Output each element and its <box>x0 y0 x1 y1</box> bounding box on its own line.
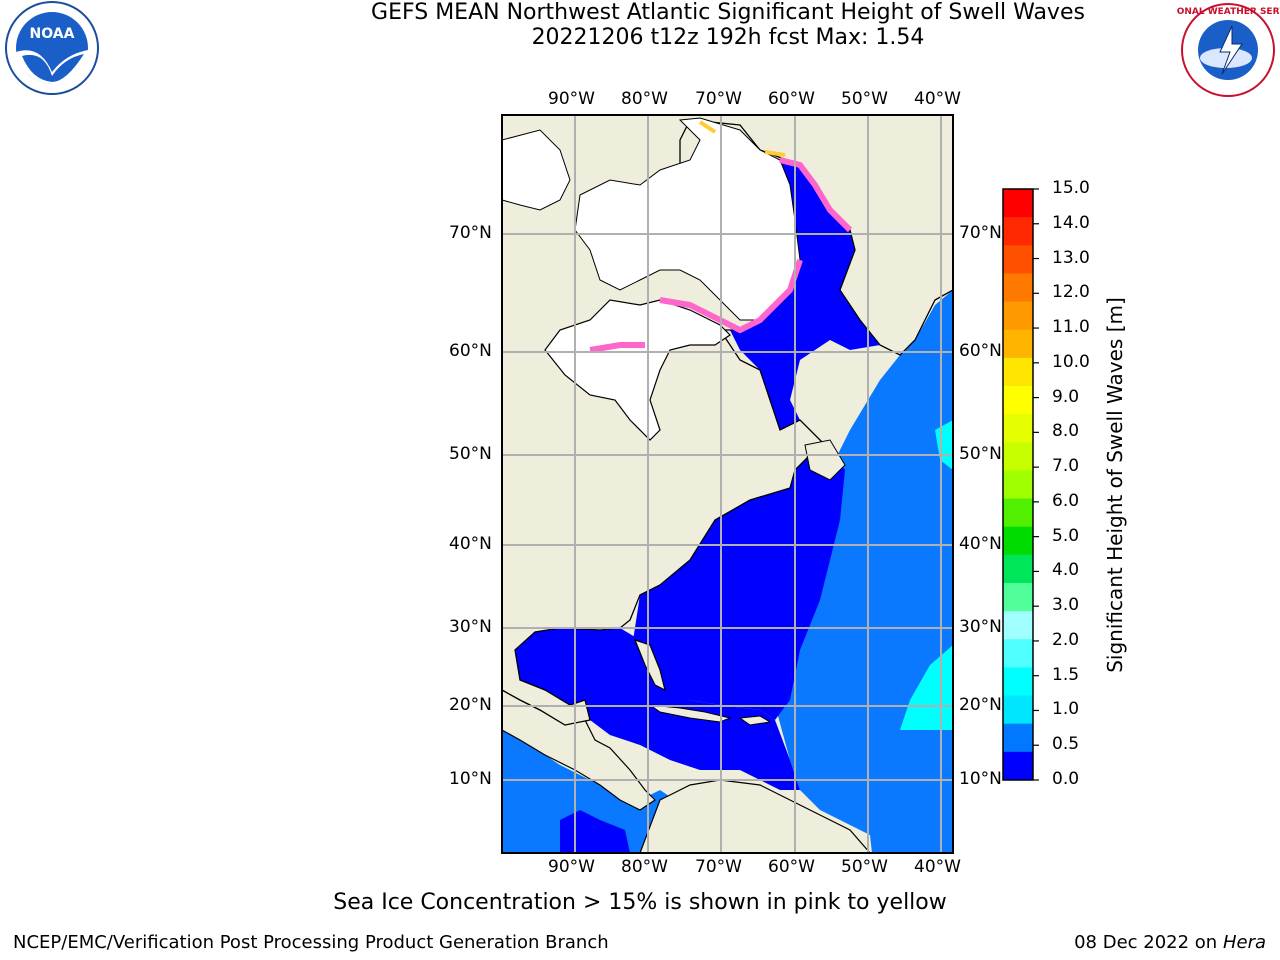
lon-label-bottom-80w: 80°W <box>621 857 668 877</box>
colorbar-segment <box>1003 498 1033 528</box>
colorbar-segment <box>1003 189 1033 218</box>
colorbar-tick-label: 5.0 <box>1052 525 1080 546</box>
colorbar-segment <box>1003 245 1033 274</box>
lon-label-top-40w: 40°W <box>914 89 961 109</box>
cuba <box>648 704 732 723</box>
colorbar-segment <box>1003 470 1033 500</box>
footer-date: 08 Dec 2022 on Hera <box>1074 932 1266 953</box>
lat-label-right-60n: 60°N <box>959 341 1002 361</box>
colorbar-frame <box>1002 188 1034 781</box>
lon-label-bottom-90w: 90°W <box>548 857 595 877</box>
colorbar-tick-label: 3.0 <box>1052 595 1080 616</box>
lat-label-right-40n: 40°N <box>959 534 1002 554</box>
noaa-logo: NOAA <box>5 1 99 95</box>
colorbar-tick-label: 11.0 <box>1052 317 1090 338</box>
nws-logo-text: NATIONAL WEATHER SERVICE <box>1176 7 1280 17</box>
footer-host: Hera <box>1222 932 1266 953</box>
ocean-deep-blue <box>630 450 845 720</box>
colorbar-segment <box>1003 723 1033 753</box>
colorbar <box>1002 188 1039 781</box>
colorbar-segment <box>1003 667 1033 697</box>
colorbar-segment <box>1003 751 1033 781</box>
lon-label-bottom-40w: 40°W <box>914 857 961 877</box>
colorbar-tick-label: 1.5 <box>1052 664 1080 685</box>
lon-label-top-60w: 60°W <box>768 89 815 109</box>
colorbar-segment <box>1003 357 1033 387</box>
lon-label-bottom-60w: 60°W <box>768 857 815 877</box>
lon-label-bottom-50w: 50°W <box>841 857 888 877</box>
colorbar-tick-label: 15.0 <box>1052 178 1090 198</box>
nws-logo: NATIONAL WEATHER SERVICE <box>1176 3 1280 97</box>
colorbar-tick-label: 14.0 <box>1052 212 1090 233</box>
colorbar-tick-label: 4.0 <box>1052 560 1080 581</box>
lon-label-top-70w: 70°W <box>695 89 742 109</box>
colorbar-tick-label: 6.0 <box>1052 490 1080 511</box>
colorbar-segment <box>1003 526 1033 556</box>
chart-title: GEFS MEAN Northwest Atlantic Significant… <box>371 0 1085 25</box>
colorbar-segment <box>1003 414 1033 443</box>
sea-ice-fringe <box>589 157 853 353</box>
colorbar-tick-label: 12.0 <box>1052 282 1090 303</box>
colorbar-segment <box>1003 329 1033 359</box>
colorbar-tick-label: 1.0 <box>1052 699 1080 720</box>
noaa-logo-text: NOAA <box>30 26 75 42</box>
hudson-bay-ice <box>544 299 731 441</box>
south-america <box>639 779 871 853</box>
colorbar-tick-label: 0.5 <box>1052 734 1080 755</box>
footer-credit: NCEP/EMC/Verification Post Processing Pr… <box>13 932 609 953</box>
ocean-cyan-ne <box>935 420 953 470</box>
colorbar-tick-label: 8.0 <box>1052 421 1080 442</box>
colorbar-segment <box>1003 695 1033 725</box>
colorbar-segment <box>1003 273 1033 303</box>
graticule <box>502 115 953 853</box>
colorbar-tick-label: 10.0 <box>1052 351 1090 372</box>
colorbar-segment <box>1003 442 1033 471</box>
footer-date-text: 08 Dec 2022 on <box>1074 932 1218 953</box>
colorbar-segment <box>1003 611 1033 640</box>
colorbar-segment <box>1003 301 1033 331</box>
colorbar-segment <box>1003 554 1033 584</box>
colorbar-segment <box>1003 583 1033 612</box>
colorbar-tick-label: 9.0 <box>1052 386 1080 407</box>
map-frame <box>501 114 954 854</box>
lat-label-left-50n: 50°N <box>449 444 492 464</box>
lat-label-left-40n: 40°N <box>449 534 492 554</box>
colorbar-tick-label: 13.0 <box>1052 247 1090 268</box>
newfoundland <box>804 439 846 481</box>
ocean-deep-blue-north <box>730 160 880 430</box>
colorbar-tick-label: 7.0 <box>1052 456 1080 477</box>
florida <box>633 639 666 692</box>
lat-label-left-10n: 10°N <box>449 769 492 789</box>
hispaniola <box>738 715 772 726</box>
colorbar-segment <box>1003 386 1033 415</box>
sea-ice-yellow <box>698 120 786 157</box>
pacific-deep-blue <box>560 810 630 853</box>
sea-ice-note: Sea Ice Concentration > 15% is shown in … <box>333 890 947 915</box>
lon-label-top-90w: 90°W <box>548 89 595 109</box>
chart-subtitle: 20221206 t12z 192h fcst Max: 1.54 <box>531 25 925 50</box>
lat-label-left-20n: 20°N <box>449 695 492 715</box>
colorbar-segment <box>1003 217 1033 246</box>
colorbar-title: Significant Height of Swell Waves [m] <box>1103 297 1127 673</box>
lat-label-right-10n: 10°N <box>959 769 1002 789</box>
lat-label-left-60n: 60°N <box>449 341 492 361</box>
ocean-cyan <box>900 645 953 730</box>
lon-label-top-80w: 80°W <box>621 89 668 109</box>
lon-label-top-50w: 50°W <box>841 89 888 109</box>
lat-label-right-70n: 70°N <box>959 223 1002 243</box>
lat-label-left-30n: 30°N <box>449 617 492 637</box>
colorbar-tick-label: 2.0 <box>1052 629 1080 650</box>
lon-label-bottom-70w: 70°W <box>695 857 742 877</box>
lat-label-left-70n: 70°N <box>449 223 492 243</box>
lat-label-right-50n: 50°N <box>959 444 1002 464</box>
lat-label-right-30n: 30°N <box>959 617 1002 637</box>
lat-label-right-20n: 20°N <box>959 695 1002 715</box>
arctic-ice-west <box>502 129 571 211</box>
pacific-mid-blue <box>502 730 680 853</box>
map-content <box>502 115 953 853</box>
colorbar-segment <box>1003 639 1033 668</box>
colorbar-tick-label: 0.0 <box>1052 769 1080 789</box>
